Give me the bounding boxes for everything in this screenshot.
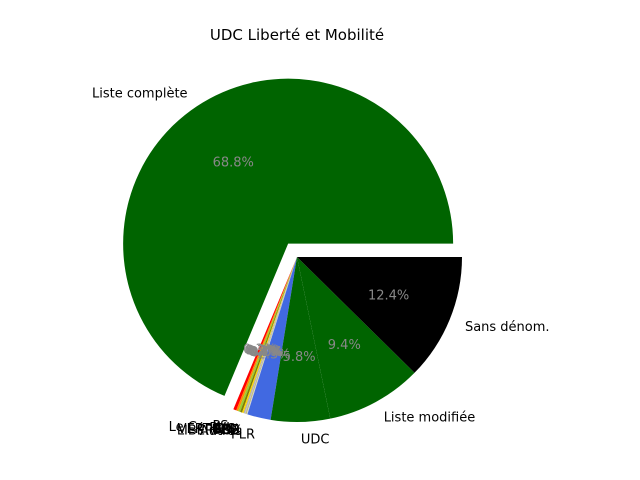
pie-label-pbd: PBD (213, 423, 240, 438)
pie-percent-liste-complete: 68.8% (213, 155, 254, 170)
pie-percent-labels: 68.8%0.3%0.2%0.2%0.2%0.1%0.1%0.1%0.1%0.0… (213, 155, 410, 365)
pie-label-pev: PEV (212, 422, 237, 437)
pie-slice-udc (270, 257, 331, 423)
pie-label-plr: PLR (231, 428, 255, 443)
pie-percent-sans-denom: 12.4% (368, 289, 409, 304)
pie-percent-plr: 2.3% (258, 347, 291, 362)
pie-percent-vert-e-s: 0.2% (247, 344, 280, 359)
pie-label-ps: PS (212, 419, 228, 434)
pie-slice-pvl (238, 257, 297, 412)
pie-percent-ps: 0.3% (243, 343, 276, 358)
pie-label-autres: Autres (200, 424, 242, 439)
pie-label-le-centre: Le Centre (169, 420, 232, 435)
pie-label-liste-modifiee: Liste modifiée (384, 410, 476, 425)
pie-percent-pbd: 0.1% (249, 345, 282, 360)
pie-slice-liberaux (245, 257, 297, 415)
pie-slice-liste-complete (123, 78, 454, 396)
pie-slice-pbd (244, 257, 297, 414)
pie-label-liberaux: LIBÉRAUX (177, 423, 241, 439)
pie-slice-pev (242, 257, 297, 414)
pie-percent-liste-modifiee: 9.4% (328, 338, 361, 353)
pie-percent-liberaux: 0.1% (250, 345, 283, 360)
pie-slice-plr (247, 257, 297, 420)
pie-label-liste-complete: Liste complète (92, 87, 188, 102)
pie-slice-autres (246, 257, 297, 415)
chart-title: UDC Liberté et Mobilité (210, 26, 384, 44)
pie-percent-autres: 0.0% (250, 345, 283, 360)
pie-slices (123, 78, 462, 423)
pie-slice-vert-e-s (240, 257, 297, 413)
pie-percent-udf: 0.1% (249, 345, 282, 360)
pie-slice-liste-modifiee (297, 257, 415, 419)
pie-label-vert-e-s: VERT-E-S (178, 422, 236, 437)
pie-slice-le-centre (236, 257, 297, 412)
pie-slice-udf (243, 257, 297, 414)
pie-label-udf: UDF (212, 423, 239, 438)
pie-percent-le-centre: 0.2% (245, 343, 278, 358)
pie-percent-pev: 0.1% (248, 345, 281, 360)
pie-label-pvl: PVL (209, 421, 234, 436)
pie-percent-udc: 5.8% (283, 350, 316, 365)
pie-slice-ps (233, 257, 297, 411)
pie-percent-pvl: 0.2% (246, 344, 279, 359)
pie-slice-sans-denom (297, 257, 462, 373)
pie-label-udc: UDC (301, 432, 330, 447)
pie-label-sans-denom: Sans dénom. (465, 320, 550, 335)
